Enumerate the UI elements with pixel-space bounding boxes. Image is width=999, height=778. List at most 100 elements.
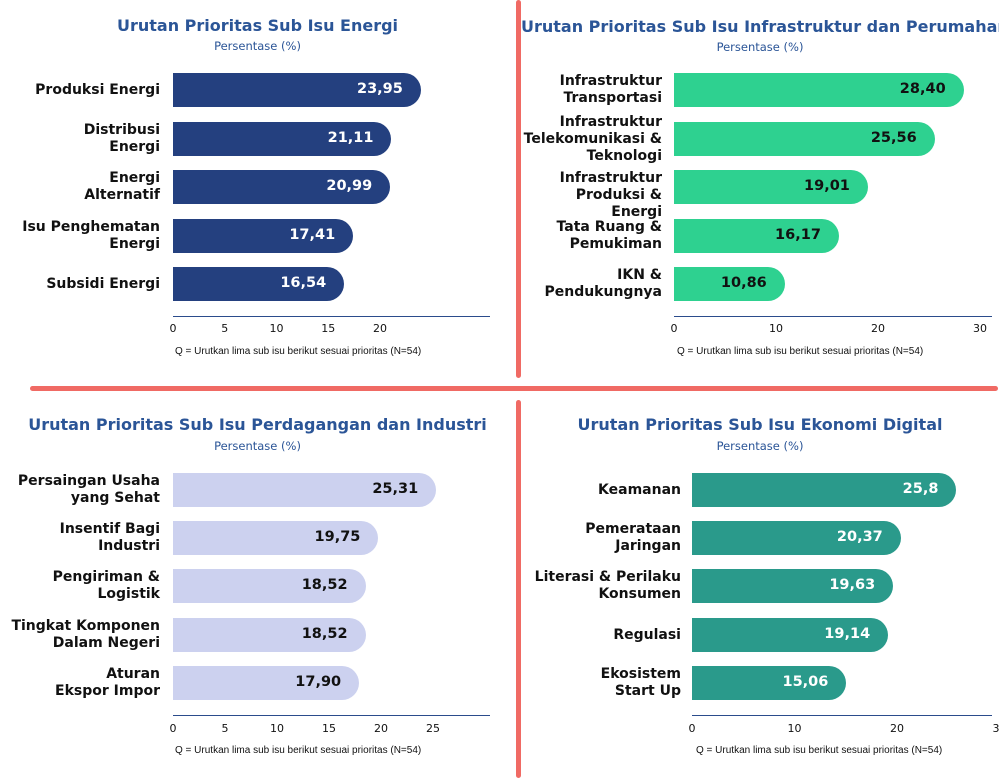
category-label: Literasi & Perilaku Konsumen: [534, 569, 681, 602]
category-label: Distribusi Energi: [83, 122, 160, 155]
x-tick-label: 15: [321, 322, 336, 335]
bar-value-label: 19,63: [829, 577, 876, 593]
bar: [674, 73, 964, 107]
chart-subtitle: Persentase (%): [214, 439, 301, 453]
category-label: Insentif Bagi Industri: [59, 521, 160, 554]
bar: [173, 666, 360, 700]
category-label: Ekosistem Start Up: [600, 666, 681, 699]
x-tick-label: 5: [221, 322, 229, 335]
category-label: Aturan Ekspor Impor: [55, 666, 160, 699]
x-tick-label: 10: [787, 722, 802, 735]
vertical-divider-top: [516, 0, 521, 378]
category-label: Isu Penghematan Energi: [22, 219, 160, 252]
x-tick-label: 20: [373, 322, 387, 335]
category-label: Regulasi: [613, 626, 681, 643]
bar-value-label: 19,01: [804, 178, 850, 194]
bar: [692, 666, 847, 700]
x-axis-line: [692, 715, 992, 716]
x-tick-label: 20: [374, 722, 388, 735]
x-tick-label: 0: [169, 322, 177, 335]
category-label: Infrastruktur Produksi & Energi: [559, 170, 662, 220]
category-label: Keamanan: [598, 481, 681, 498]
x-tick-label: 0: [169, 722, 177, 735]
chart-infrastruktur: Urutan Prioritas Sub Isu Infrastruktur d…: [521, 0, 999, 385]
chart-subtitle: Persentase (%): [716, 40, 804, 54]
x-tick-label: 0: [670, 322, 678, 335]
chart-footnote: Q = Urutkan lima sub isu berikut sesuai …: [175, 745, 422, 756]
bar-value-label: 19,75: [314, 529, 361, 545]
x-axis-line: [173, 715, 490, 716]
bar-value-label: 23,95: [357, 81, 403, 97]
bar-value-label: 28,40: [899, 81, 946, 97]
bar: [692, 473, 957, 507]
x-tick-label: 10: [270, 722, 284, 735]
category-label: Pengiriman & Logistik: [52, 569, 160, 602]
category-label: Energi Alternatif: [84, 170, 160, 203]
category-label: Produksi Energi: [35, 81, 160, 98]
bar-value-label: 21,11: [327, 130, 374, 146]
chart-title: Urutan Prioritas Sub Isu Perdagangan dan…: [28, 415, 487, 434]
vertical-divider-bottom: [516, 400, 521, 778]
x-axis-line: [674, 316, 992, 317]
category-label: Tata Ruang & Pemukiman: [556, 219, 662, 252]
x-tick-label: 20: [871, 322, 885, 335]
category-label: Infrastruktur Telekomunikasi & Teknologi: [523, 113, 662, 164]
category-label: Pemerataan Jaringan: [585, 521, 681, 554]
bar: [173, 569, 366, 603]
category-label: Infrastruktur Transportasi: [559, 73, 662, 106]
chart-subtitle: Persentase (%): [214, 39, 301, 53]
bar-value-label: 20,37: [836, 529, 883, 545]
chart-perdagangan: Urutan Prioritas Sub Isu Perdagangan dan…: [0, 395, 515, 778]
bar-value-label: 25,31: [372, 481, 419, 497]
bar-value-label: 18,52: [301, 626, 348, 642]
bar-value-label: 16,54: [280, 275, 327, 291]
bar-value-label: 20,99: [326, 178, 373, 194]
bar: [674, 170, 868, 204]
bar-value-label: 18,52: [301, 577, 348, 593]
x-tick-label: 20: [890, 722, 904, 735]
category-label: Persaingan Usaha yang Sehat: [17, 473, 160, 506]
bar: [674, 267, 785, 301]
bar: [173, 521, 379, 555]
bar-value-label: 17,41: [289, 227, 336, 243]
x-tick-label: 30: [973, 322, 987, 335]
x-axis-line: [173, 316, 490, 317]
bar-value-label: 16,17: [775, 227, 821, 243]
chart-title: Urutan Prioritas Sub Isu Infrastruktur d…: [521, 17, 999, 36]
chart-footnote: Q = Urutkan lima sub isu berikut sesuai …: [677, 346, 924, 357]
x-tick-label: 10: [269, 322, 284, 335]
chart-footnote: Q = Urutkan lima sub isu berikut sesuai …: [175, 346, 422, 357]
x-tick-label: 5: [221, 722, 229, 735]
horizontal-divider: [30, 386, 998, 391]
bar: [173, 73, 421, 107]
bar-value-label: 25,56: [870, 130, 917, 146]
chart-subtitle: Persentase (%): [716, 439, 804, 453]
bar: [173, 267, 345, 301]
x-tick-label: 0: [688, 722, 696, 735]
category-label: IKN & Pendukungnya: [544, 267, 662, 300]
bar: [692, 521, 901, 555]
category-label: Tingkat Komponen Dalam Negeri: [11, 618, 160, 651]
bar: [173, 473, 437, 507]
chart-title: Urutan Prioritas Sub Isu Energi: [116, 16, 399, 35]
bar-value-label: 25,8: [902, 481, 939, 497]
x-tick-label: 10: [769, 322, 783, 335]
bar-value-label: 10,86: [720, 275, 767, 291]
chart-ekonomi-digital: Urutan Prioritas Sub Isu Ekonomi Digital…: [521, 395, 999, 778]
x-tick-label: 25: [426, 722, 440, 735]
chart-energi: Urutan Prioritas Sub Isu Energi Persentas…: [0, 0, 515, 385]
bar: [173, 219, 354, 253]
bar-value-label: 17,90: [295, 674, 342, 690]
bar: [173, 618, 366, 652]
x-tick-label: 30: [992, 722, 999, 735]
bar-value-label: 19,14: [824, 626, 871, 642]
bar: [173, 122, 392, 156]
bar-value-label: 15,06: [782, 674, 829, 690]
x-tick-label: 15: [322, 722, 336, 735]
bar: [674, 219, 839, 253]
bar: [674, 122, 935, 156]
category-label: Subsidi Energi: [46, 275, 160, 292]
bar: [173, 170, 391, 204]
bar: [692, 618, 889, 652]
chart-footnote: Q = Urutkan lima sub isu berikut sesuai …: [696, 745, 943, 756]
